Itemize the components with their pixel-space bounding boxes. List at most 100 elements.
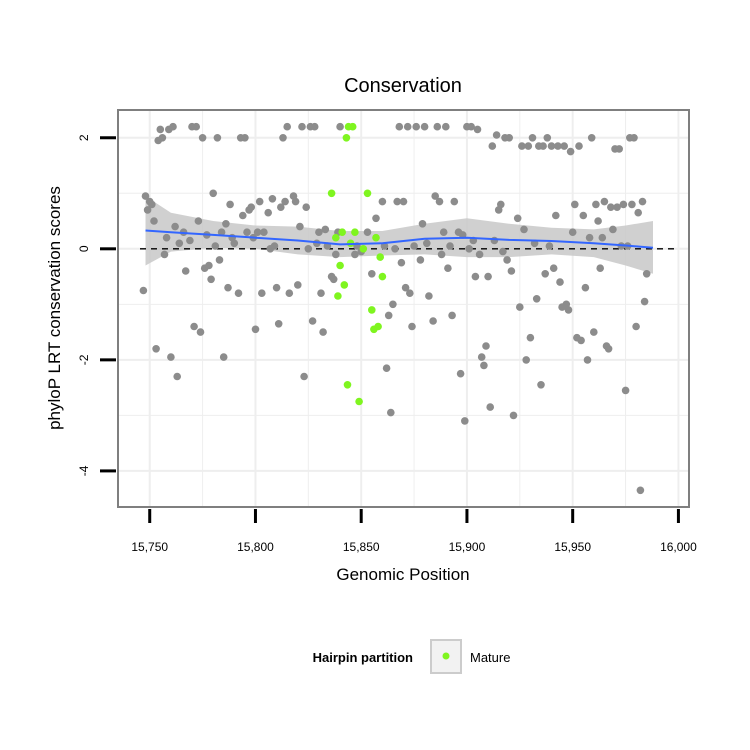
plot-border <box>117 109 690 508</box>
legend-key-mature-dot <box>442 652 450 660</box>
y-tick-label: 2 <box>77 134 91 141</box>
data-point <box>448 311 456 320</box>
data-point <box>300 372 308 381</box>
data-point <box>577 336 585 345</box>
data-point <box>310 122 319 131</box>
y-axis-title: phyloP LRT conservation scores <box>45 186 64 430</box>
data-point <box>503 256 511 264</box>
gridlines <box>118 110 689 507</box>
data-point <box>587 134 596 142</box>
data-point <box>209 189 217 198</box>
y-tick-label: -2 <box>77 354 91 365</box>
x-tick-label: 16,000 <box>660 540 697 554</box>
smooth-trend-line <box>145 229 654 249</box>
data-point <box>226 200 234 209</box>
data-point <box>384 311 393 320</box>
data-point <box>444 264 452 273</box>
data-point <box>607 203 615 211</box>
data-point <box>198 134 207 142</box>
data-point <box>615 145 623 153</box>
data-point <box>207 275 215 284</box>
data-point <box>224 283 232 292</box>
data-point <box>143 206 152 214</box>
data-point <box>296 222 304 231</box>
points-layer-other <box>139 122 651 495</box>
data-point <box>389 300 397 309</box>
data-point <box>598 233 607 242</box>
data-point <box>522 356 530 364</box>
data-point <box>150 217 158 225</box>
data-point <box>332 250 340 259</box>
data-point <box>329 275 338 284</box>
data-point <box>205 261 213 270</box>
data-point <box>148 200 156 209</box>
data-point <box>277 203 285 211</box>
data-point <box>575 142 583 150</box>
mature-point <box>327 189 336 198</box>
data-point <box>484 272 492 281</box>
data-point <box>194 217 203 225</box>
y-tick-label: 0 <box>77 245 91 252</box>
data-point <box>532 295 541 303</box>
data-point <box>378 197 387 206</box>
data-point <box>408 322 416 331</box>
data-point <box>560 142 568 150</box>
data-point <box>552 211 560 220</box>
data-point <box>554 142 562 150</box>
data-point <box>247 203 255 211</box>
mature-point <box>332 233 340 242</box>
data-point <box>294 281 302 289</box>
data-point <box>640 297 649 306</box>
data-point <box>431 192 440 200</box>
data-point <box>418 220 427 228</box>
data-point <box>372 214 380 223</box>
data-point <box>302 203 311 211</box>
data-point <box>596 264 604 273</box>
data-point <box>609 225 617 234</box>
data-point <box>556 278 564 286</box>
data-point <box>541 270 549 278</box>
data-point <box>139 286 148 295</box>
data-point <box>471 272 480 281</box>
data-point <box>507 267 516 275</box>
data-point <box>171 222 179 231</box>
data-point <box>568 228 577 236</box>
data-point <box>167 353 175 361</box>
data-point <box>513 214 522 223</box>
data-point <box>391 245 399 253</box>
x-axis-title: Genomic Position <box>336 565 469 584</box>
data-point <box>461 417 469 425</box>
data-point <box>632 322 640 331</box>
smooth-line-layer <box>145 229 654 249</box>
data-point <box>222 220 230 228</box>
data-point <box>291 197 300 206</box>
data-point <box>630 134 638 142</box>
data-point <box>477 353 486 361</box>
legend-label-mature: Mature <box>470 650 510 665</box>
data-point <box>621 386 630 395</box>
data-point <box>528 134 537 142</box>
data-point <box>634 208 642 217</box>
data-point <box>566 147 575 156</box>
data-point <box>509 411 518 420</box>
data-point <box>549 264 558 273</box>
data-point <box>213 134 222 142</box>
data-point <box>406 289 414 298</box>
x-tick-label: 15,900 <box>449 540 486 554</box>
data-point <box>518 142 526 150</box>
data-point <box>581 283 590 292</box>
y-tick-label: -4 <box>77 465 91 476</box>
data-point <box>317 289 325 298</box>
data-point <box>363 228 372 236</box>
data-point <box>600 197 609 206</box>
data-point <box>579 211 588 220</box>
data-point <box>152 345 160 353</box>
x-tick-label: 15,750 <box>131 540 168 554</box>
data-point <box>234 289 243 298</box>
x-axis: 15,750 15,800 15,850 15,900 15,950 16,000 <box>131 509 697 554</box>
mature-point <box>351 228 359 236</box>
data-point <box>270 242 279 250</box>
data-point <box>543 134 552 142</box>
confidence-band <box>145 196 653 274</box>
